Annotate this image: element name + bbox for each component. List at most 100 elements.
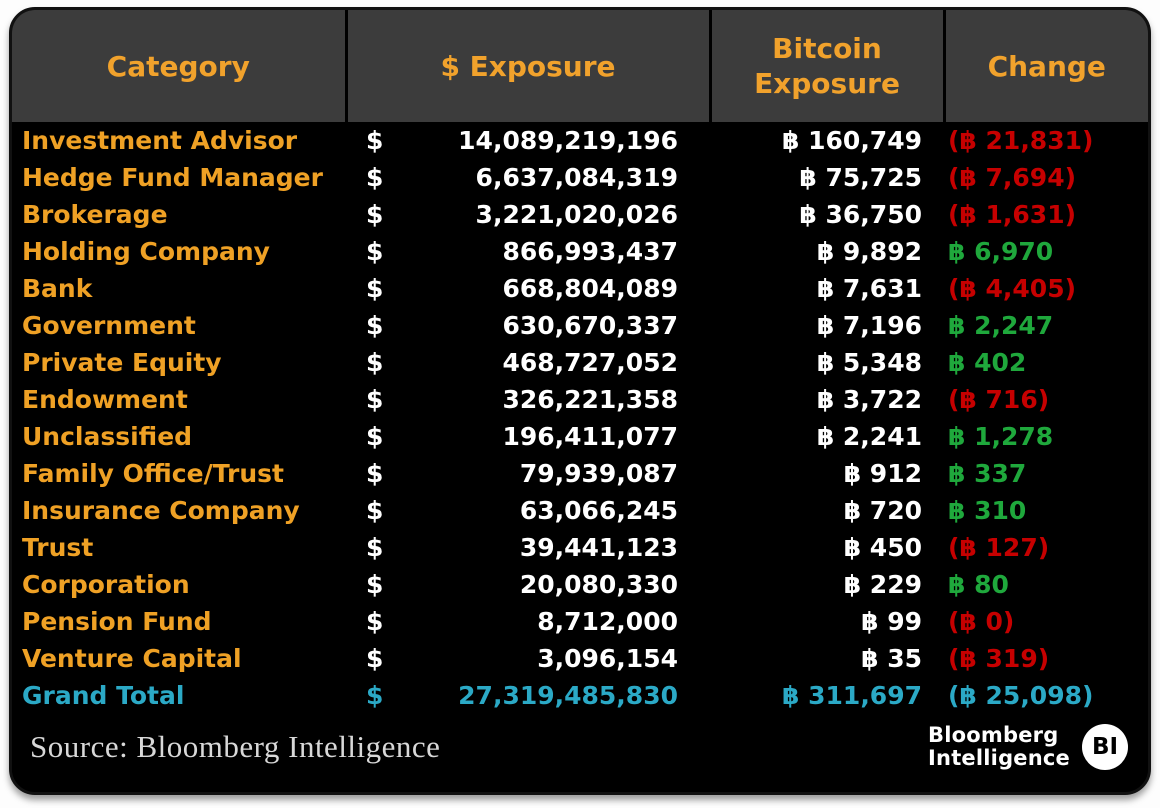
dollar-sign: $ xyxy=(366,348,384,377)
usd-exposure-value: 8,712,000 xyxy=(537,607,678,636)
col-header-category: Category xyxy=(12,10,346,122)
usd-exposure-cell: $20,080,330 xyxy=(346,566,710,603)
table-row: Insurance Company $63,066,245 ฿ 720 ฿ 310 xyxy=(12,492,1148,529)
table-header: Category $ Exposure Bitcoin Exposure Cha… xyxy=(12,10,1148,122)
dollar-sign: $ xyxy=(366,459,384,488)
source-text: Source: Bloomberg Intelligence xyxy=(30,729,441,764)
usd-exposure-value: 468,727,052 xyxy=(502,348,678,377)
exposure-table: Category $ Exposure Bitcoin Exposure Cha… xyxy=(12,10,1148,714)
change-cell: (฿ 7,694) xyxy=(948,163,1077,192)
table-row: Pension Fund $8,712,000 ฿ 99 (฿ 0) xyxy=(12,603,1148,640)
usd-exposure-value: 668,804,089 xyxy=(502,274,678,303)
bitcoin-exposure-cell: ฿ 311,697 xyxy=(782,681,922,710)
bitcoin-exposure-cell: ฿ 229 xyxy=(843,570,922,599)
category-cell: Corporation xyxy=(22,570,190,599)
dollar-sign: $ xyxy=(366,200,384,229)
bitcoin-exposure-cell: ฿ 7,196 xyxy=(816,311,922,340)
usd-exposure-value: 196,411,077 xyxy=(502,422,678,451)
bloomberg-intelligence-logo: Bloomberg Intelligence BI xyxy=(928,722,1128,770)
table-row: Trust $39,441,123 ฿ 450 (฿ 127) xyxy=(12,529,1148,566)
usd-exposure-cell: $3,221,020,026 xyxy=(346,196,710,233)
dollar-sign: $ xyxy=(366,496,384,525)
usd-exposure-cell: $3,096,154 xyxy=(346,640,710,677)
bitcoin-exposure-cell: ฿ 160,749 xyxy=(782,126,922,155)
category-cell: Private Equity xyxy=(22,348,222,377)
bitcoin-exposure-cell: ฿ 36,750 xyxy=(799,200,922,229)
usd-exposure-value: 39,441,123 xyxy=(519,533,678,562)
table-body: Investment Advisor $14,089,219,196 ฿ 160,7… xyxy=(12,122,1148,714)
change-cell: (฿ 716) xyxy=(948,385,1050,414)
table-row: Brokerage $3,221,020,026 ฿ 36,750 (฿ 1,631) xyxy=(12,196,1148,233)
table-row: Family Office/Trust $79,939,087 ฿ 912 ฿ 337 xyxy=(12,455,1148,492)
dollar-sign: $ xyxy=(366,163,384,192)
usd-exposure-cell: $196,411,077 xyxy=(346,418,710,455)
footer: Source: Bloomberg Intelligence Bloomberg… xyxy=(12,714,1148,780)
usd-exposure-value: 866,993,437 xyxy=(502,237,678,266)
category-cell: Pension Fund xyxy=(22,607,212,636)
table-row: Hedge Fund Manager $6,637,084,319 ฿ 75,725… xyxy=(12,159,1148,196)
dollar-sign: $ xyxy=(366,570,384,599)
usd-exposure-cell: $866,993,437 xyxy=(346,233,710,270)
usd-exposure-cell: $630,670,337 xyxy=(346,307,710,344)
usd-exposure-cell: $79,939,087 xyxy=(346,455,710,492)
usd-exposure-cell: $468,727,052 xyxy=(346,344,710,381)
usd-exposure-cell: $14,089,219,196 xyxy=(346,122,710,159)
usd-exposure-cell: $63,066,245 xyxy=(346,492,710,529)
bitcoin-exposure-cell: ฿ 75,725 xyxy=(799,163,922,192)
table-row: Endowment $326,221,358 ฿ 3,722 (฿ 716) xyxy=(12,381,1148,418)
bitcoin-exposure-cell: ฿ 912 xyxy=(843,459,922,488)
col-header-usd-exposure: $ Exposure xyxy=(344,10,710,122)
change-cell: ฿ 80 xyxy=(948,570,1009,599)
category-cell: Venture Capital xyxy=(22,644,242,673)
dollar-sign: $ xyxy=(366,385,384,414)
change-cell: ฿ 337 xyxy=(948,459,1027,488)
bitcoin-exposure-cell: ฿ 99 xyxy=(861,607,922,636)
table-row: Holding Company $866,993,437 ฿ 9,892 ฿ 6,97… xyxy=(12,233,1148,270)
bitcoin-exposure-cell: ฿ 2,241 xyxy=(816,422,922,451)
bloomberg-intelligence-wordmark: Bloomberg Intelligence xyxy=(928,722,1070,770)
usd-exposure-cell: $8,712,000 xyxy=(346,603,710,640)
usd-exposure-value: 79,939,087 xyxy=(519,459,678,488)
bitcoin-exposure-cell: ฿ 720 xyxy=(843,496,922,525)
change-cell: (฿ 1,631) xyxy=(948,200,1077,229)
logo-line-1: Bloomberg xyxy=(928,722,1059,747)
bitcoin-exposure-cell: ฿ 450 xyxy=(843,533,922,562)
usd-exposure-cell: $668,804,089 xyxy=(346,270,710,307)
table-row: Bank $668,804,089 ฿ 7,631 (฿ 4,405) xyxy=(12,270,1148,307)
category-cell: Government xyxy=(22,311,196,340)
dollar-sign: $ xyxy=(366,126,384,155)
dollar-sign: $ xyxy=(366,607,384,636)
table-row: Corporation $20,080,330 ฿ 229 ฿ 80 xyxy=(12,566,1148,603)
change-cell: (฿ 0) xyxy=(948,607,1015,636)
dollar-sign: $ xyxy=(366,644,384,673)
change-cell: (฿ 127) xyxy=(948,533,1050,562)
logo-line-2: Intelligence xyxy=(928,746,1070,770)
bitcoin-exposure-table-card: Category $ Exposure Bitcoin Exposure Cha… xyxy=(9,7,1151,795)
grand-total-row: Grand Total $27,319,485,830 ฿ 311,697 (฿ 25… xyxy=(12,677,1148,714)
change-cell: (฿ 25,098) xyxy=(948,681,1094,710)
usd-exposure-value: 6,637,084,319 xyxy=(475,163,678,192)
category-cell: Grand Total xyxy=(22,681,185,710)
category-cell: Insurance Company xyxy=(22,496,300,525)
table-row: Government $630,670,337 ฿ 7,196 ฿ 2,247 xyxy=(12,307,1148,344)
change-cell: (฿ 21,831) xyxy=(948,126,1094,155)
change-cell: ฿ 2,247 xyxy=(948,311,1054,340)
category-cell: Unclassified xyxy=(22,422,193,451)
table-row: Venture Capital $3,096,154 ฿ 35 (฿ 319) xyxy=(12,640,1148,677)
category-cell: Hedge Fund Manager xyxy=(22,163,323,192)
dollar-sign: $ xyxy=(366,274,384,303)
category-cell: Trust xyxy=(22,533,94,562)
usd-exposure-value: 3,096,154 xyxy=(537,644,678,673)
category-cell: Endowment xyxy=(22,385,188,414)
bi-badge-icon: BI xyxy=(1082,724,1128,770)
dollar-sign: $ xyxy=(366,237,384,266)
usd-exposure-value: 27,319,485,830 xyxy=(458,681,678,710)
category-cell: Brokerage xyxy=(22,200,168,229)
change-cell: ฿ 1,278 xyxy=(948,422,1054,451)
col-header-bitcoin-exposure: Bitcoin Exposure xyxy=(708,10,944,122)
table-row: Private Equity $468,727,052 ฿ 5,348 ฿ 402 xyxy=(12,344,1148,381)
category-cell: Investment Advisor xyxy=(22,126,298,155)
dollar-sign: $ xyxy=(366,422,384,451)
change-cell: ฿ 402 xyxy=(948,348,1027,377)
category-cell: Family Office/Trust xyxy=(22,459,284,488)
